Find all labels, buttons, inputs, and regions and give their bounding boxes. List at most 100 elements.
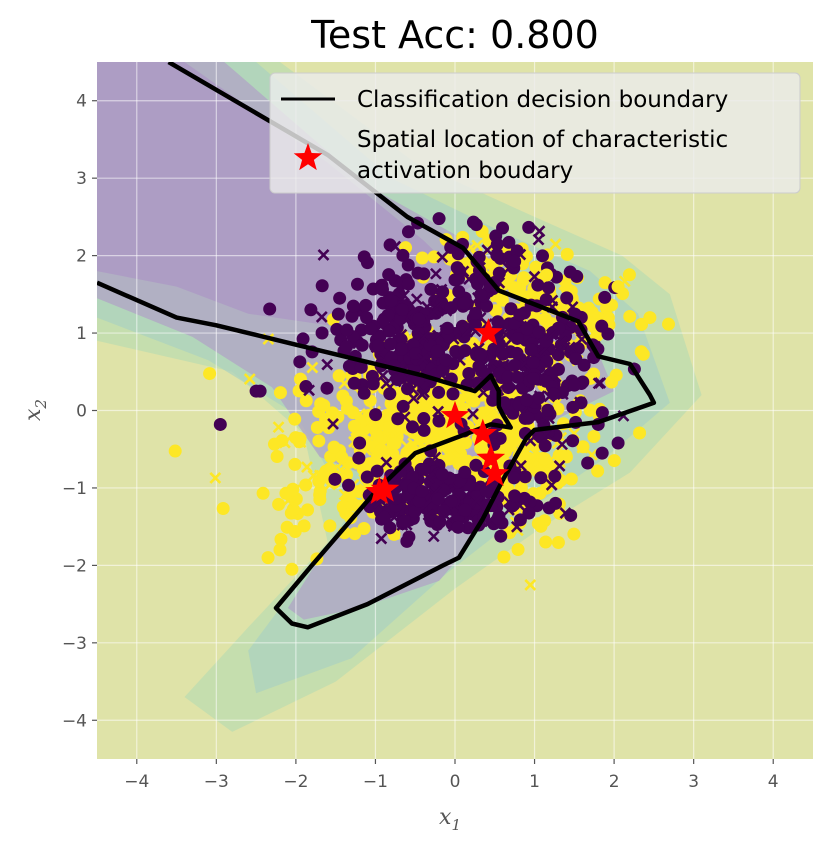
point-cross-447 [411, 435, 423, 447]
point-cross-808 [272, 421, 285, 434]
point-1595 [490, 237, 504, 251]
cross-stroke-b [592, 377, 605, 390]
point-cross-864 [432, 405, 445, 418]
cross-stroke-b [209, 472, 222, 484]
legend-label-boundary: Classification decision boundary [357, 87, 728, 113]
point-cross-997 [407, 392, 420, 405]
point-485 [598, 276, 612, 290]
point-832 [316, 468, 330, 482]
point-1082 [357, 386, 371, 400]
cross-stroke-b [389, 240, 402, 253]
cross-stroke-b [272, 421, 285, 434]
point-cross-1017 [327, 418, 339, 430]
legend-label-star-line2: activation boudary [357, 158, 573, 184]
decision-boundary [97, 62, 657, 630]
point-1006 [462, 366, 476, 380]
point-cross-351 [306, 361, 319, 374]
y-tick-label-2: −2 [62, 556, 87, 576]
cross-stroke-b [540, 428, 552, 441]
point-1033 [340, 323, 354, 337]
cross-stroke-b [429, 267, 442, 280]
point-1605 [595, 446, 609, 460]
point-cross-426 [384, 400, 397, 413]
point-cross-206 [400, 440, 413, 452]
point-449 [459, 436, 473, 450]
point-1387 [342, 478, 356, 492]
point-1288 [520, 393, 534, 407]
point-1027 [424, 282, 438, 296]
legend-box [269, 72, 801, 194]
point-1093 [401, 277, 415, 291]
cross-stroke-b [547, 456, 560, 469]
cross-stroke-b [430, 300, 443, 313]
point-cross-613 [549, 238, 562, 251]
cross-stroke-b [282, 494, 295, 507]
cross-stroke-b [417, 386, 430, 399]
point-145 [370, 430, 384, 444]
cross-stroke-b [417, 330, 430, 343]
point-1287 [547, 387, 561, 401]
point-1425 [377, 510, 391, 524]
point-1194 [542, 281, 556, 295]
y-tick-label-4: 0 [76, 402, 87, 422]
point-1535 [451, 520, 465, 534]
point-cross-267 [354, 408, 366, 420]
point-995 [354, 360, 368, 374]
point-cross-1088 [432, 329, 445, 342]
point-1586 [396, 248, 410, 262]
point-1061 [446, 387, 460, 401]
point-1610 [611, 280, 625, 294]
point-773 [267, 437, 281, 451]
cross-stroke-b [427, 306, 439, 319]
point-753 [273, 386, 287, 400]
point-cross-693 [524, 579, 537, 591]
point-814 [386, 447, 400, 461]
cross-stroke-b [398, 289, 410, 302]
point-1272 [510, 346, 524, 360]
point-1394 [517, 491, 531, 505]
cross-stroke-b [336, 456, 348, 469]
point-635 [560, 247, 574, 261]
point-713 [591, 464, 605, 478]
point-1230 [567, 378, 581, 392]
point-1265 [495, 346, 509, 360]
cross-stroke-b [327, 418, 339, 430]
point-cross-1274 [563, 341, 576, 354]
cross-stroke-b [367, 475, 380, 488]
x-axis-label: x1 [439, 805, 461, 834]
point-567 [605, 375, 619, 389]
point-1097 [359, 298, 373, 312]
cross-stroke-b [396, 417, 409, 430]
point-880 [369, 408, 383, 422]
point-1537 [479, 484, 493, 498]
y-axis-label-sub: 2 [32, 399, 50, 410]
cross-stroke-b [524, 579, 537, 591]
cross-stroke-b [278, 436, 291, 449]
point-1064 [436, 363, 450, 377]
point-1260 [566, 400, 580, 414]
cross-stroke-b [429, 485, 442, 498]
point-1018 [406, 420, 420, 434]
star-marker-2 [468, 418, 498, 446]
point-cross-1545 [528, 270, 541, 283]
point-1522 [470, 490, 484, 504]
point-1020 [293, 355, 307, 369]
point-827 [286, 482, 300, 496]
point-cross-819 [278, 436, 291, 449]
point-996 [372, 338, 386, 352]
point-1278 [511, 370, 525, 384]
point-1271 [501, 370, 515, 384]
star-marker-6 [365, 476, 394, 504]
point-1518 [408, 505, 422, 519]
point-1473 [507, 471, 521, 485]
point-cross-1521 [422, 508, 435, 521]
cross-stroke-b [511, 524, 524, 537]
point-671 [587, 430, 601, 444]
point-140 [203, 367, 217, 381]
cross-stroke-b [294, 436, 307, 449]
point-cross-812 [301, 461, 313, 473]
x-axis-ticks: −4 −3 −2 −1 0 1 2 3 4 [124, 759, 779, 792]
point-1443 [518, 470, 532, 484]
point-219 [299, 394, 313, 408]
point-1054 [315, 326, 329, 340]
